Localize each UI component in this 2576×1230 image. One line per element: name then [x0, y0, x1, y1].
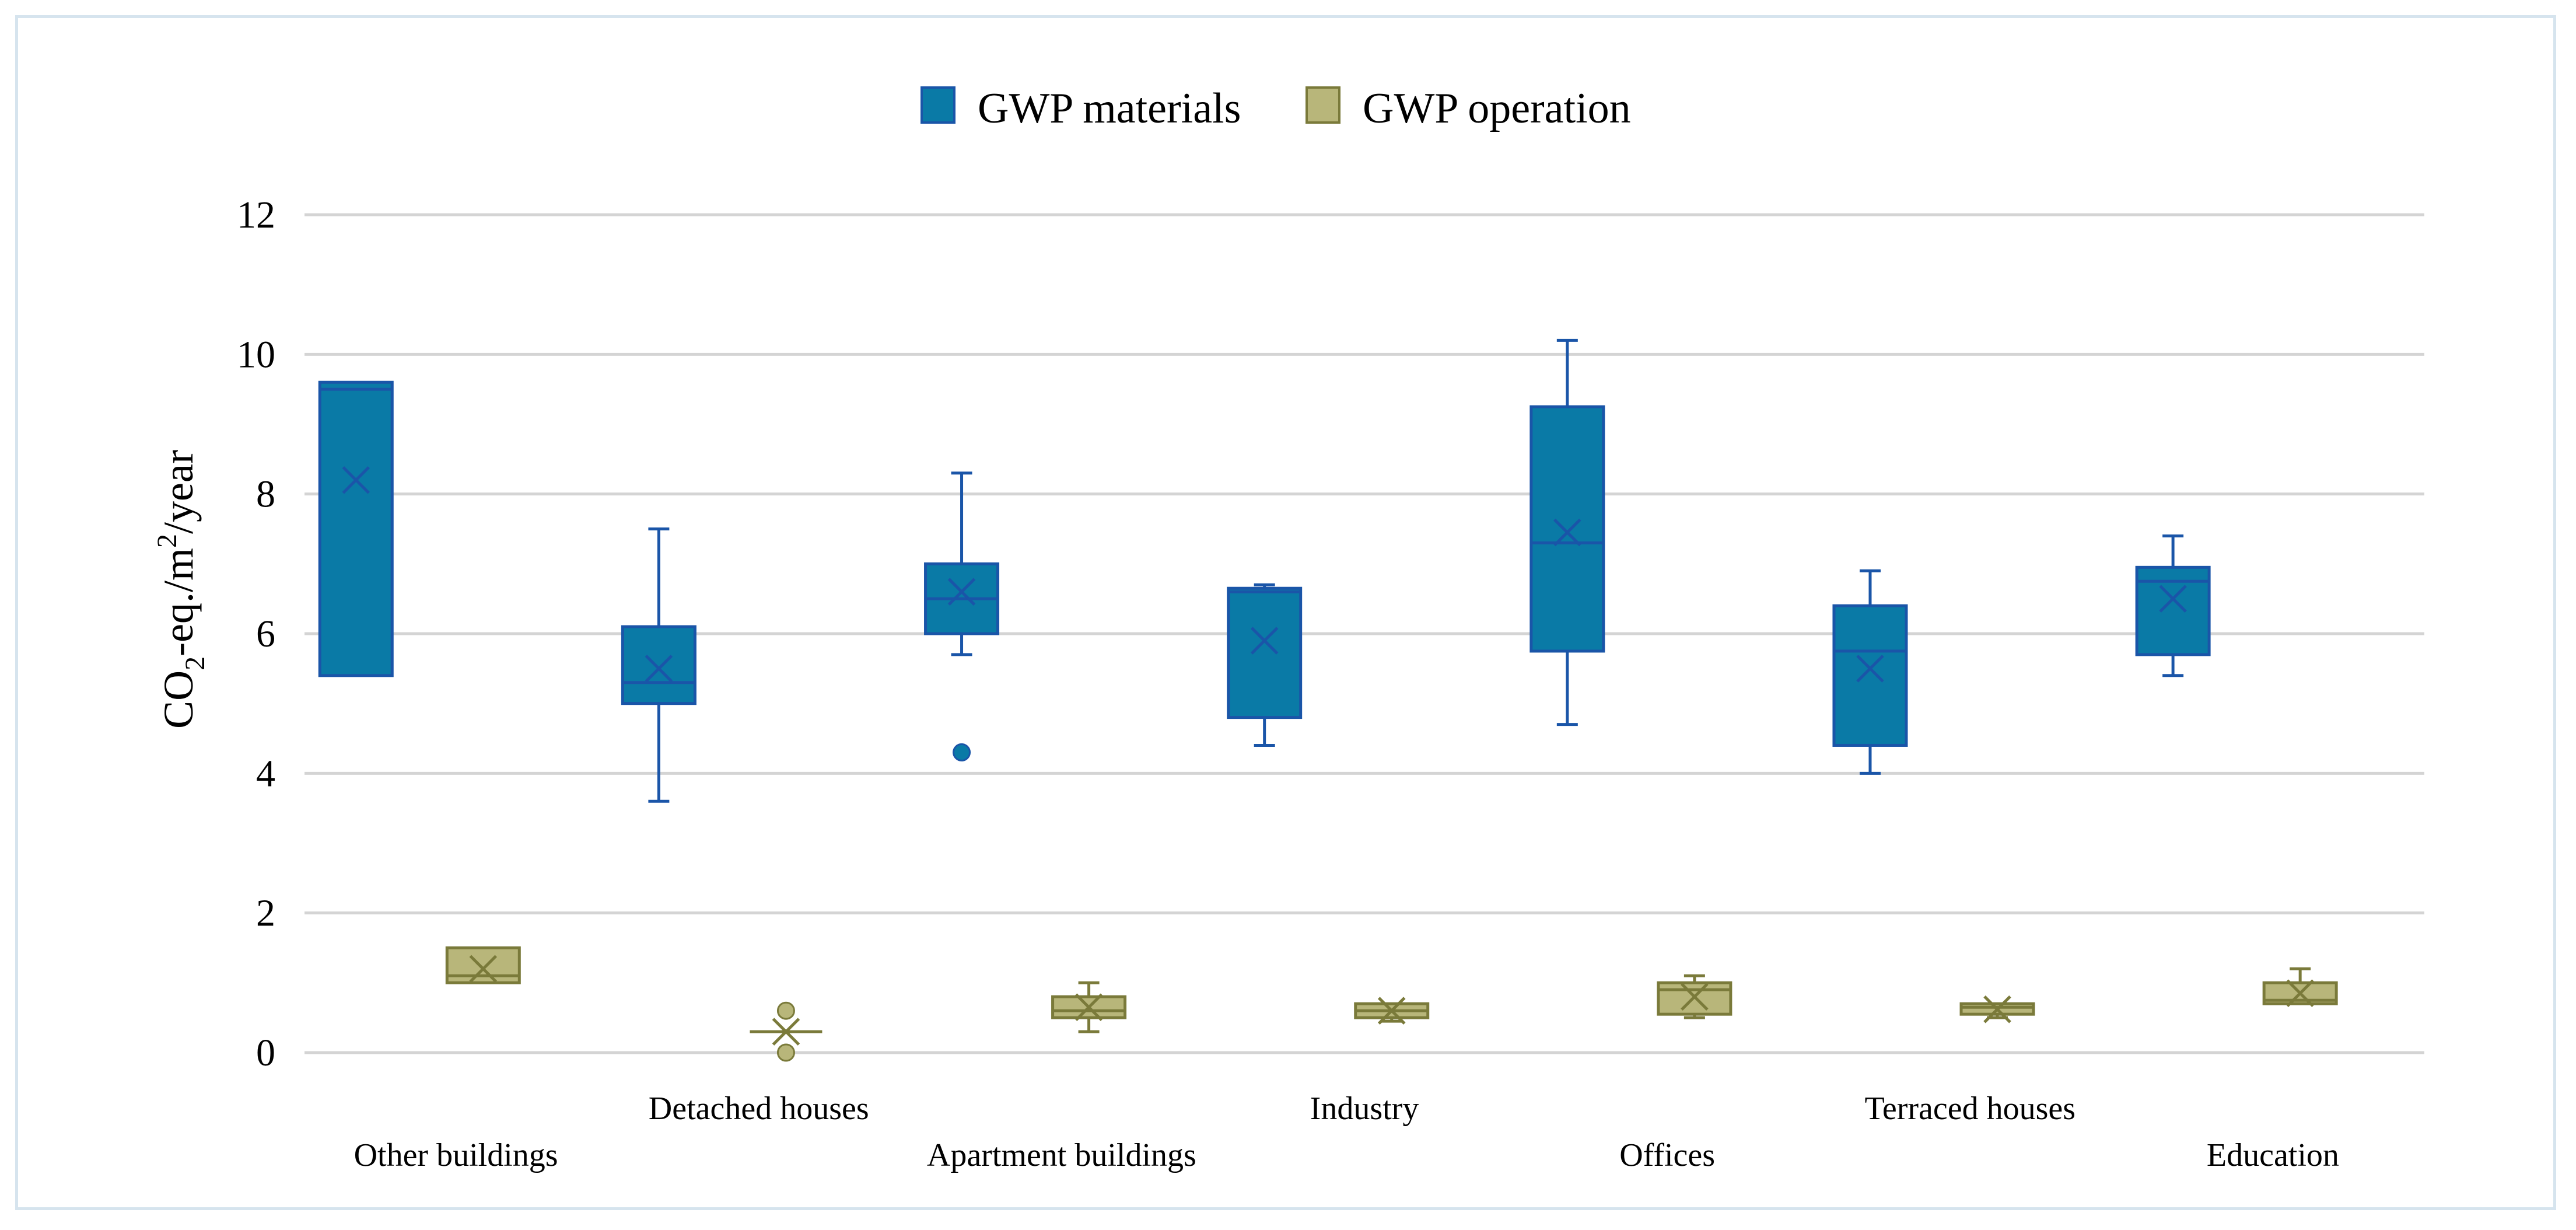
legend-label-operation: GWP operation	[1363, 85, 1631, 132]
legend-label-materials: GWP materials	[978, 85, 1241, 132]
y-axis-title-part-b: -eq./m	[155, 548, 202, 656]
outlier-point	[953, 743, 971, 761]
mean-marker	[342, 466, 370, 494]
y-axis-title-part-c: /year	[155, 450, 202, 534]
gridlines	[304, 213, 2424, 1054]
category-labels: Other buildings Detached houses Apartment …	[354, 1091, 2339, 1173]
category-label: Industry	[1310, 1091, 1419, 1127]
mean-marker	[2159, 585, 2187, 613]
outlier-point	[776, 1043, 795, 1062]
category-label: Other buildings	[354, 1137, 558, 1173]
y-tick-label: 8	[256, 473, 275, 516]
box-rect	[318, 380, 394, 677]
box-series	[318, 338, 2338, 1062]
box-materials	[1227, 583, 1303, 747]
outlier-point	[776, 1001, 795, 1020]
y-tick-label: 2	[256, 892, 275, 935]
mean-marker	[947, 578, 976, 606]
box-operation	[1354, 997, 1430, 1025]
box-rect	[445, 946, 521, 984]
y-tick-label: 10	[237, 333, 275, 376]
mean-marker	[1553, 518, 1581, 547]
category-label: Offices	[1619, 1137, 1715, 1173]
y-axis-title: CO2-eq./m2/year	[152, 450, 211, 729]
y-tick-labels: 0 2 4 6 8 10 12	[237, 194, 275, 1074]
box-operation	[2262, 967, 2338, 1008]
legend: GWP materials GWP operation	[921, 85, 1631, 132]
mean-marker	[1250, 627, 1279, 655]
box-operation	[445, 946, 521, 984]
box-rect	[621, 625, 696, 705]
mean-marker	[1681, 983, 1709, 1011]
legend-swatch-materials	[921, 86, 956, 124]
box-operation	[1051, 981, 1127, 1033]
box-materials	[318, 380, 394, 677]
mean-marker	[2286, 979, 2314, 1008]
category-label: Education	[2207, 1137, 2339, 1173]
box-rect	[1832, 604, 1908, 747]
mean-marker	[1856, 655, 1884, 683]
box-materials	[621, 527, 696, 803]
box-materials	[1832, 569, 1908, 775]
mean-marker	[1377, 997, 1406, 1025]
y-tick-label: 4	[256, 752, 275, 795]
y-axis-title-part-a: CO	[155, 670, 202, 729]
y-axis-title-sup: 2	[152, 534, 183, 548]
y-tick-label: 6	[256, 613, 275, 655]
mean-marker	[1074, 993, 1103, 1021]
mean-marker	[645, 655, 673, 683]
category-label: Terraced houses	[1865, 1091, 2076, 1127]
box-operation	[750, 1001, 822, 1062]
box-materials	[2135, 534, 2211, 677]
y-tick-label: 12	[237, 194, 275, 236]
y-axis-title-sub: 2	[180, 656, 211, 670]
box-materials	[924, 471, 1000, 761]
mean-marker	[1983, 995, 2011, 1023]
category-label: Apartment buildings	[927, 1137, 1196, 1173]
y-tick-label: 0	[256, 1032, 275, 1074]
box-rect	[1530, 405, 1605, 653]
category-label: Detached houses	[649, 1091, 869, 1127]
box-rect	[1657, 981, 1732, 1016]
box-operation	[1657, 974, 1732, 1019]
box-rect	[1227, 586, 1303, 719]
box-operation	[1959, 995, 2035, 1023]
box-materials	[1530, 338, 1605, 726]
legend-swatch-operation	[1306, 86, 1340, 124]
mean-marker	[772, 1018, 800, 1046]
mean-marker	[469, 955, 498, 983]
